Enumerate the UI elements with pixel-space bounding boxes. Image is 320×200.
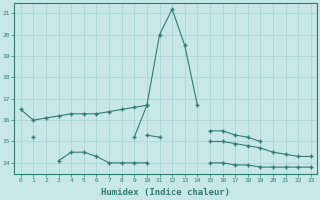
X-axis label: Humidex (Indice chaleur): Humidex (Indice chaleur)	[101, 188, 230, 197]
